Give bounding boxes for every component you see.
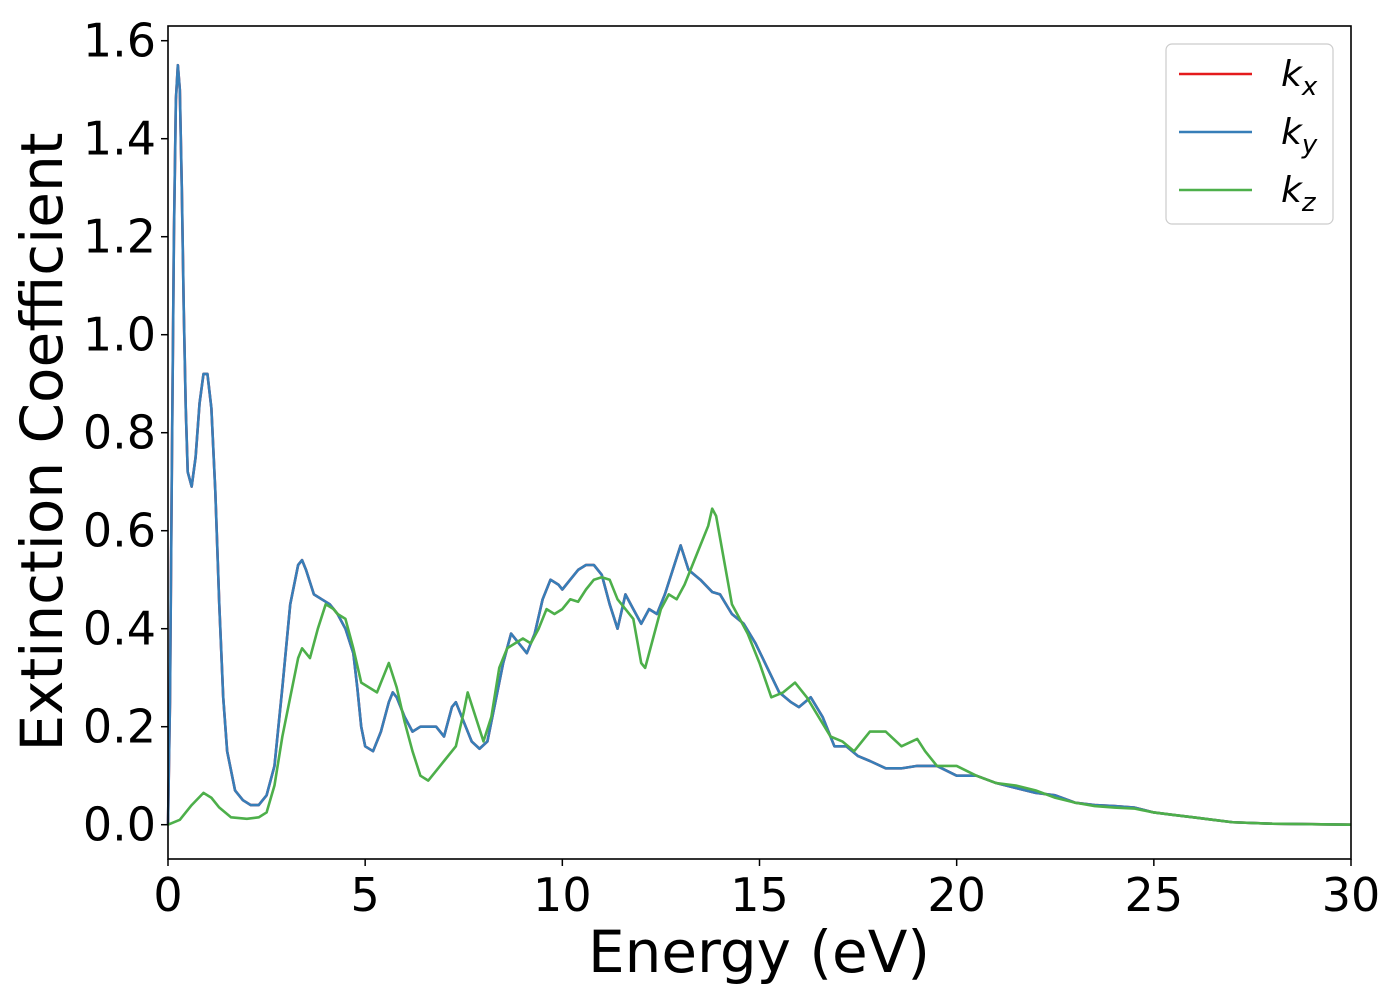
y-axis-title: Extinction Coefficient [8,133,76,752]
x-axis-title: Energy (eV) [588,918,930,986]
x-tick-label: 20 [927,868,986,922]
x-tick-label: 10 [533,868,592,922]
y-tick-label: 0.8 [83,406,156,460]
y-tick-label: 0.2 [83,700,156,754]
x-tick-label: 15 [730,868,789,922]
series-layer [166,63,1352,826]
x-tick-label: 5 [351,868,380,922]
y-tick-label: 1.6 [83,14,156,68]
series-line-ky [166,63,1352,826]
x-tick-label: 0 [153,868,182,922]
x-tick-label: 25 [1125,868,1184,922]
y-tick-label: 1.0 [83,308,156,362]
x-tick-label: 30 [1322,868,1381,922]
x-axis-ticks: 0 5 10 15 20 25 30 [153,859,1380,922]
y-axis-ticks: 0.0 0.2 0.4 0.6 0.8 1.0 1.2 1.4 1.6 [83,14,168,852]
series-line-kz [167,507,1352,826]
y-tick-label: 0.0 [83,798,156,852]
y-tick-label: 1.2 [83,210,156,264]
legend-box [1165,43,1334,225]
y-tick-label: 1.4 [83,112,156,166]
y-tick-label: 0.6 [83,504,156,558]
y-tick-label: 0.4 [83,602,156,656]
